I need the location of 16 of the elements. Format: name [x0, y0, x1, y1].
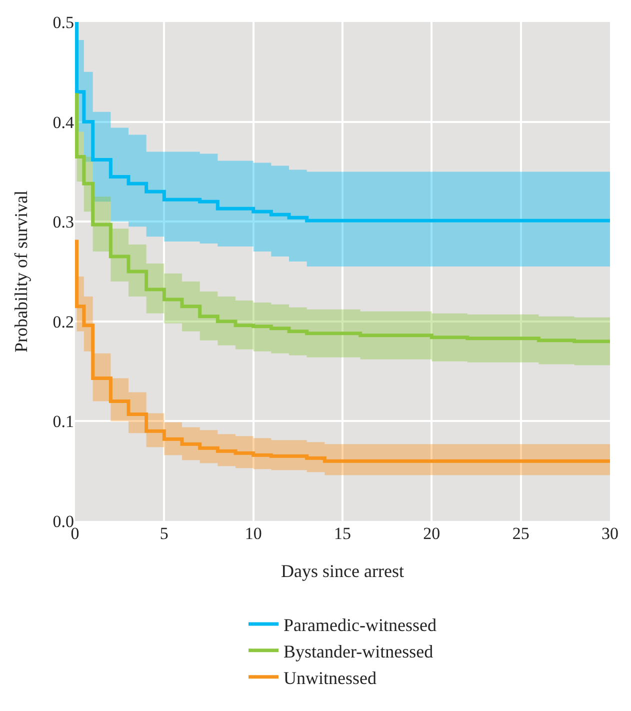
y-tick-label: 0.4	[52, 112, 74, 132]
x-tick-label: 25	[512, 524, 530, 543]
y-tick-label: 0.2	[52, 312, 74, 332]
x-tick-label: 30	[602, 524, 618, 543]
legend-label: Unwitnessed	[284, 668, 376, 688]
x-axis-title: Days since arrest	[281, 561, 404, 582]
y-tick-label: 0.1	[52, 412, 74, 432]
y-tick-label: 0.5	[52, 12, 74, 32]
legend-label: Paramedic-witnessed	[284, 615, 436, 636]
x-tick-label: 20	[423, 524, 440, 543]
y-tick-label: 0.3	[52, 212, 74, 232]
x-tick-label: 5	[160, 524, 168, 543]
y-axis-title: Probability of survival	[10, 190, 31, 352]
x-tick-label: 15	[334, 524, 351, 543]
legend-label: Bystander-witnessed	[284, 641, 434, 662]
x-tick-label: 10	[244, 524, 262, 543]
